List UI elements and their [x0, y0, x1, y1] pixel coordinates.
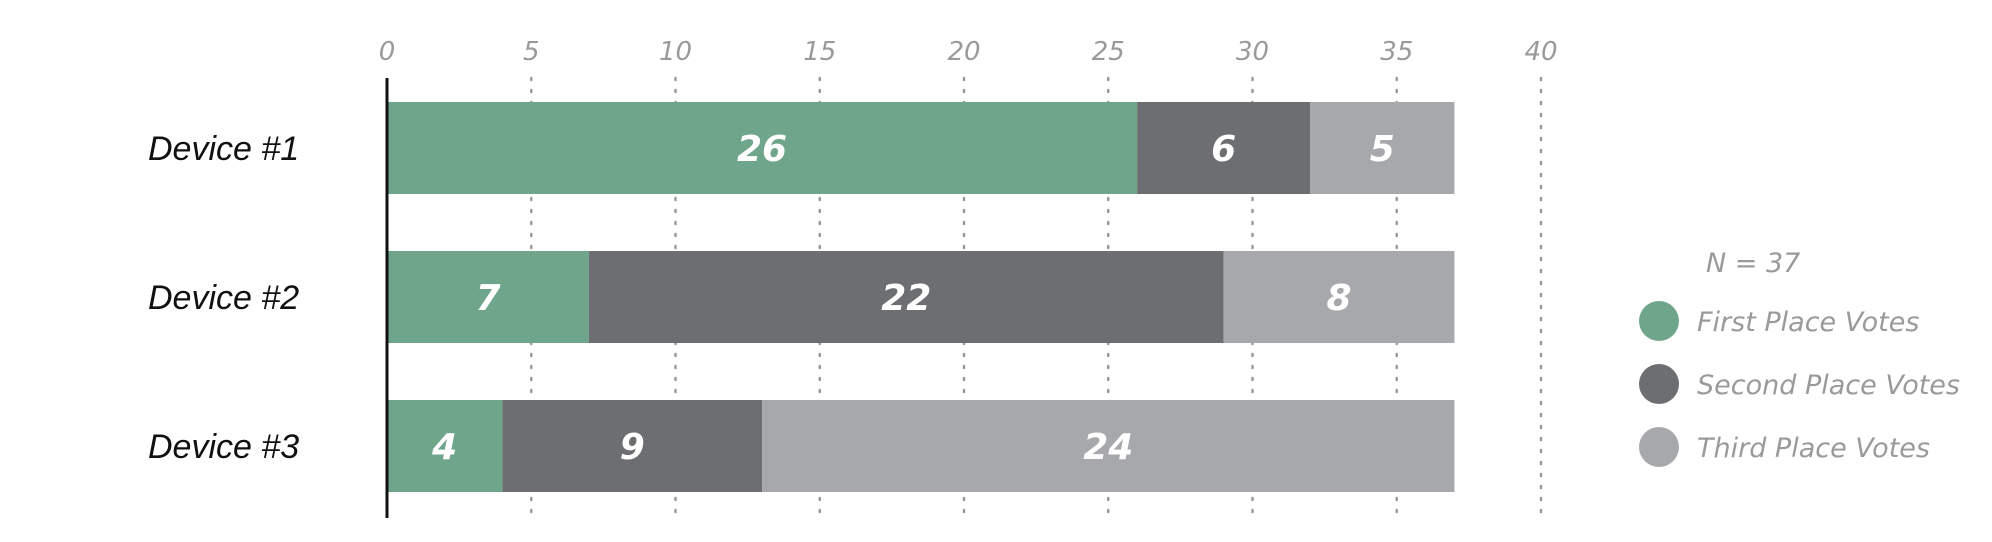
sample-size-note: N = 37: [1706, 248, 1800, 279]
legend-label: Third Place Votes: [1697, 433, 1930, 464]
legend: N = 37 First Place Votes Second Place Vot…: [1639, 248, 1960, 467]
x-tick-label: 15: [803, 37, 836, 67]
data-label: 8: [1327, 278, 1352, 319]
data-label: 22: [881, 278, 931, 319]
x-tick-label: 0: [379, 37, 396, 67]
bar-segment: [387, 251, 589, 343]
legend-swatch: [1639, 364, 1679, 404]
category-label: Device #2: [148, 279, 299, 317]
bar-segment: [502, 400, 763, 492]
bar-segment: [1137, 102, 1311, 194]
data-label: 5: [1370, 129, 1395, 170]
data-label: 26: [737, 129, 787, 170]
data-label: 6: [1211, 129, 1236, 170]
data-label: 24: [1083, 427, 1133, 468]
category-label: Device #1: [148, 130, 299, 168]
x-tick-label: 35: [1380, 37, 1413, 67]
legend-swatch: [1639, 427, 1679, 467]
data-label: 7: [475, 278, 500, 319]
category-label: Device #3: [148, 428, 299, 466]
x-tick-label: 5: [523, 37, 540, 67]
bar-segment: [1310, 102, 1455, 194]
x-tick-label: 25: [1092, 37, 1125, 67]
x-tick-label: 10: [659, 37, 692, 67]
bars: 26 6 5 7 22 8 4 9 24: [387, 102, 1455, 492]
x-tick-label: 30: [1236, 37, 1269, 67]
bar-segment: [387, 400, 503, 492]
data-label: 9: [620, 427, 645, 468]
bar-segment: [387, 102, 1138, 194]
bar-segment: [1223, 251, 1455, 343]
legend-label: First Place Votes: [1697, 307, 1919, 338]
x-axis-ticks: 0 5 10 15 20 25 30 35 40: [379, 37, 1558, 67]
x-tick-label: 40: [1524, 37, 1557, 67]
bar-segment: [762, 400, 1455, 492]
bar-segment: [588, 251, 1224, 343]
x-tick-label: 20: [947, 37, 980, 67]
legend-label: Second Place Votes: [1697, 370, 1960, 401]
category-labels: Device #1 Device #2 Device #3: [148, 130, 299, 466]
legend-swatch: [1639, 301, 1679, 341]
data-label: 4: [431, 427, 457, 468]
